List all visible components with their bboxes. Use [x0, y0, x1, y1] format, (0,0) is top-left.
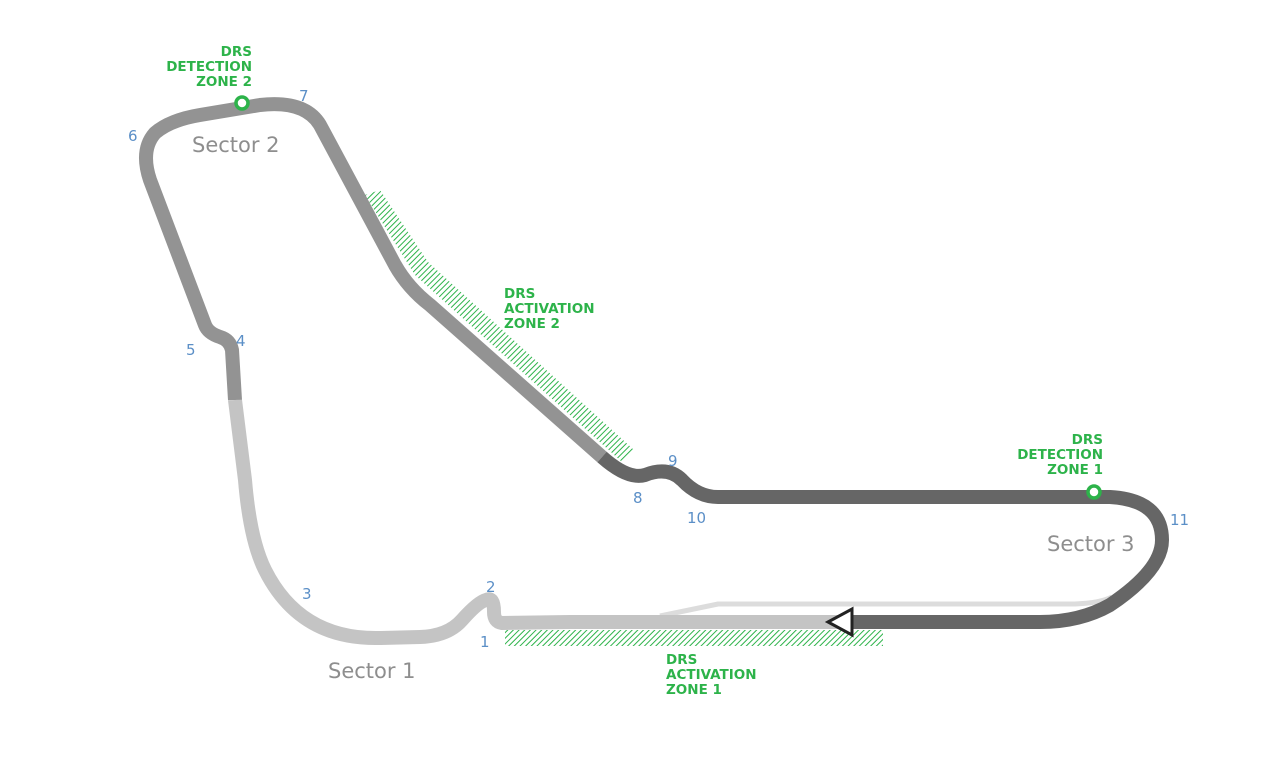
svg-text:ZONE 2: ZONE 2 — [196, 74, 252, 90]
svg-text:DRS: DRS — [666, 652, 697, 668]
sector-2-label: Sector 2 — [192, 133, 280, 157]
svg-text:DRS: DRS — [1072, 432, 1103, 448]
corner-6: 6 — [128, 127, 138, 145]
corner-2: 2 — [486, 578, 496, 596]
svg-text:ACTIVATION: ACTIVATION — [666, 667, 757, 683]
corner-3: 3 — [302, 585, 312, 603]
drs-detection-zone-2-label: DRS DETECTION ZONE 2 — [166, 44, 252, 90]
svg-text:ZONE 1: ZONE 1 — [1047, 462, 1103, 478]
drs-activation-zone-2 — [365, 190, 634, 462]
corner-9: 9 — [668, 452, 678, 470]
circle-marker-icon — [1086, 484, 1102, 500]
drs-detection-zone-1-label: DRS DETECTION ZONE 1 — [1017, 432, 1103, 478]
svg-text:ACTIVATION: ACTIVATION — [504, 301, 595, 317]
corner-5: 5 — [186, 341, 196, 359]
corner-1: 1 — [480, 633, 490, 651]
sector-3-label: Sector 3 — [1047, 532, 1135, 556]
sector-1-label: Sector 1 — [328, 659, 416, 683]
corner-11: 11 — [1170, 511, 1189, 529]
sector-3-track — [597, 451, 1169, 629]
sector-1-track — [228, 399, 845, 646]
corner-8: 8 — [633, 489, 643, 507]
drs-activation-zone-1-label: DRS ACTIVATION ZONE 1 — [666, 652, 757, 698]
corner-7: 7 — [299, 87, 309, 105]
old-circuit-line — [659, 594, 1114, 619]
corner-10: 10 — [687, 509, 706, 527]
svg-text:DRS: DRS — [504, 286, 535, 302]
drs-activation-zone-2-label: DRS ACTIVATION ZONE 2 — [504, 286, 595, 332]
sector-2-track — [139, 97, 607, 463]
svg-text:ZONE 1: ZONE 1 — [666, 682, 722, 698]
triangle-left-icon — [824, 606, 854, 638]
drs-activation-zone-1 — [505, 630, 883, 646]
svg-text:DETECTION: DETECTION — [1017, 447, 1103, 463]
svg-text:ZONE 2: ZONE 2 — [504, 316, 560, 332]
circle-marker-icon — [234, 95, 250, 111]
svg-text:DETECTION: DETECTION — [166, 59, 252, 75]
corner-4: 4 — [236, 332, 246, 350]
svg-text:DRS: DRS — [221, 44, 252, 60]
